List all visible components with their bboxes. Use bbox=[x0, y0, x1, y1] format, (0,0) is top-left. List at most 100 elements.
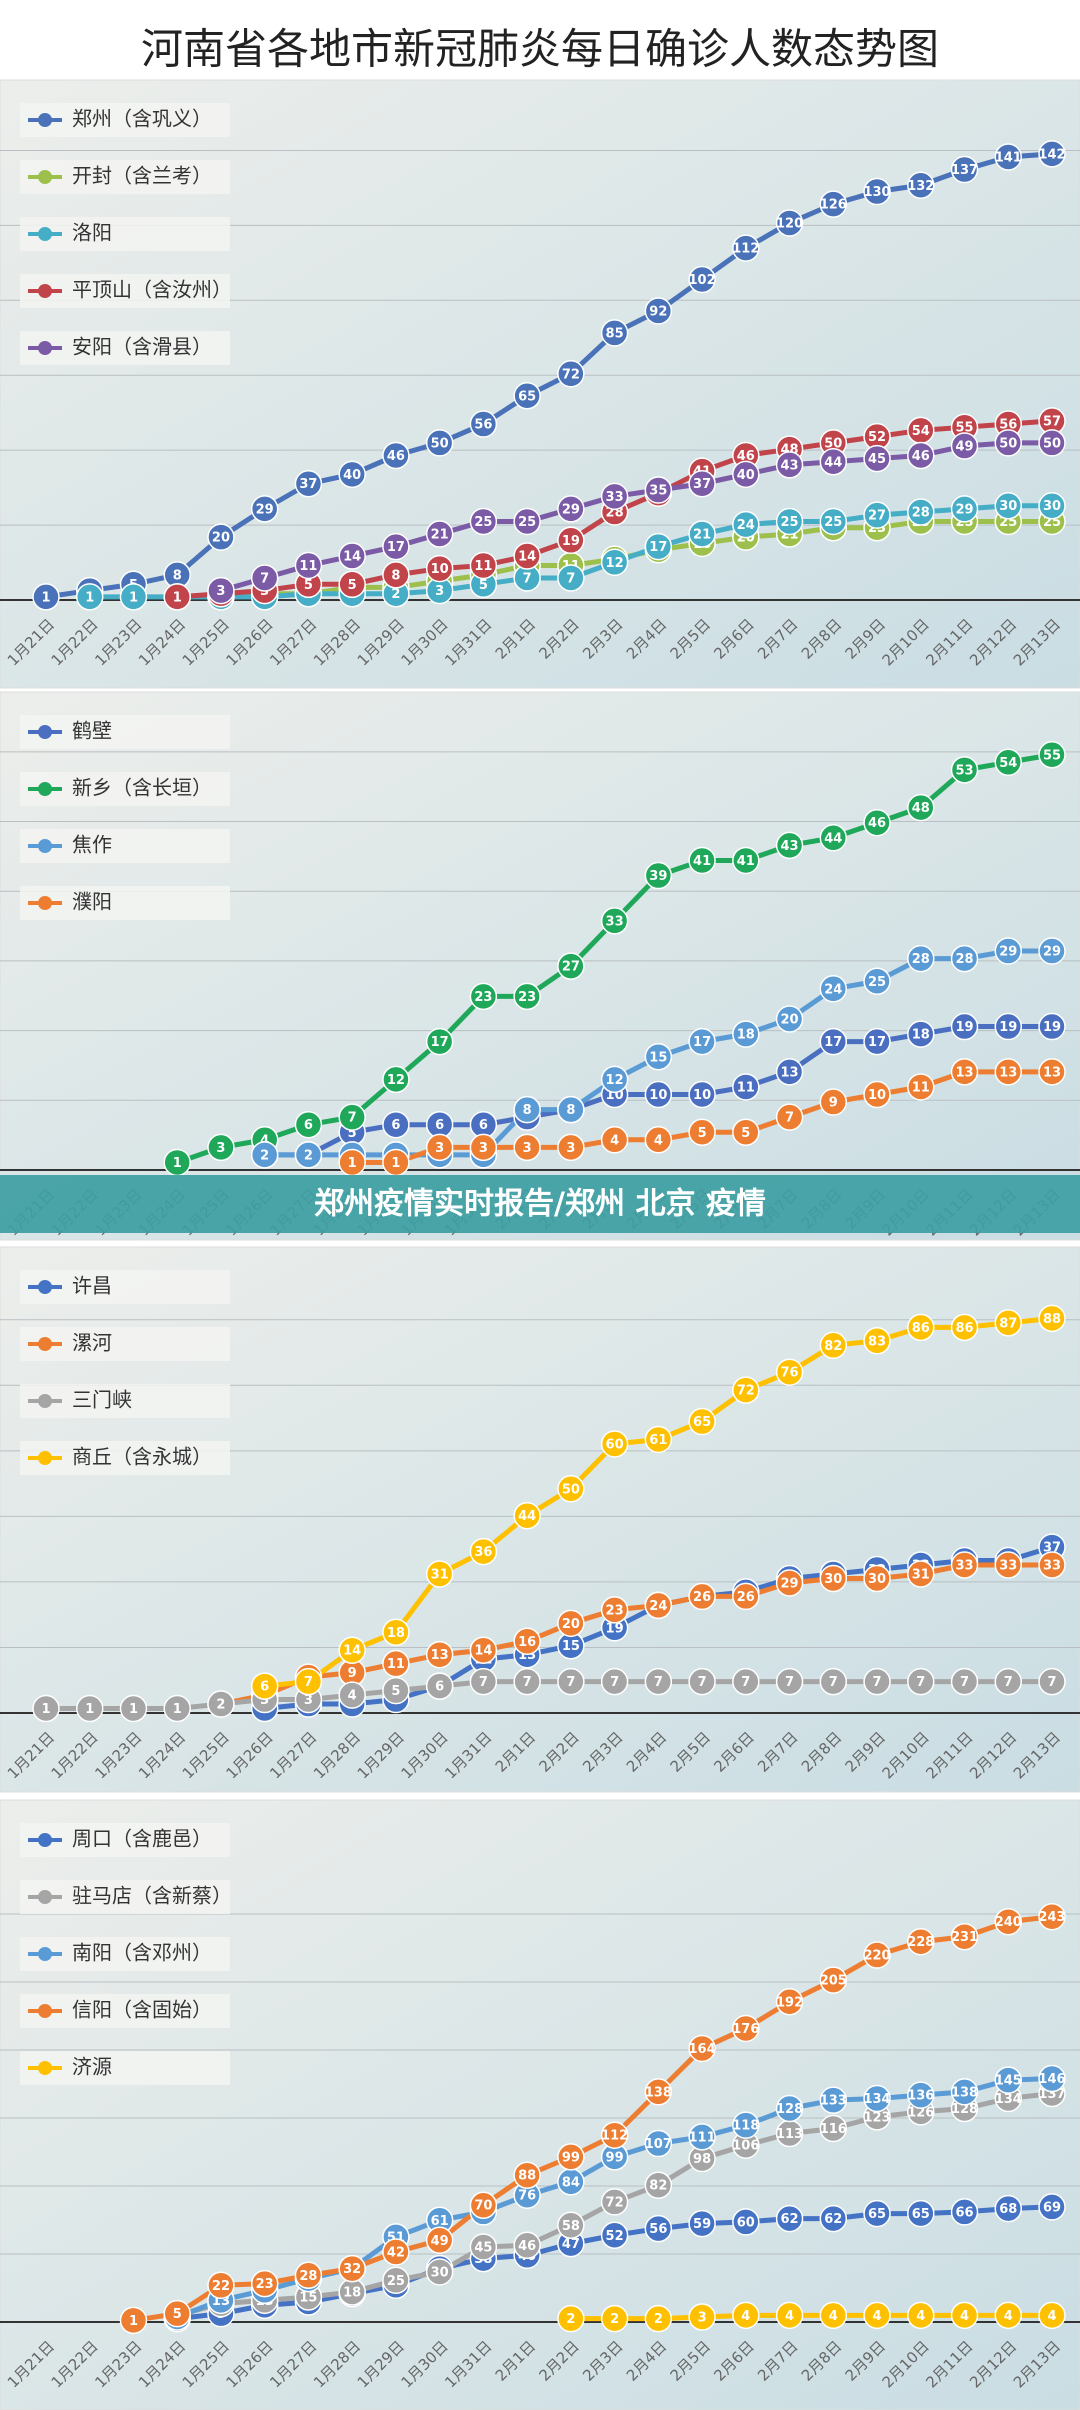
legend-marker bbox=[38, 1394, 52, 1408]
data-label: 6 bbox=[260, 1680, 269, 1695]
data-point bbox=[644, 2214, 673, 2243]
data-point bbox=[732, 460, 760, 489]
data-point bbox=[513, 2231, 541, 2260]
data-label: 8 bbox=[523, 1103, 532, 1118]
data-point bbox=[600, 1126, 629, 1154]
data-label: 136 bbox=[907, 2089, 934, 2104]
data-point bbox=[513, 1133, 541, 1162]
data-point bbox=[207, 576, 235, 605]
data-point bbox=[950, 495, 979, 523]
data-label: 44 bbox=[824, 831, 842, 846]
data-label: 137 bbox=[1038, 2087, 1065, 2102]
data-point bbox=[557, 1609, 585, 1638]
data-point bbox=[513, 1095, 541, 1124]
data-label: 29 bbox=[999, 945, 1017, 960]
legend-marker bbox=[38, 1890, 52, 1904]
legend-label: 三门峡 bbox=[72, 1388, 132, 1412]
data-label: 7 bbox=[610, 1675, 619, 1690]
data-point bbox=[644, 861, 673, 890]
data-label: 8 bbox=[173, 568, 182, 583]
data-point bbox=[688, 265, 716, 294]
data-label: 4 bbox=[1004, 2309, 1013, 2324]
legend-marker bbox=[38, 113, 52, 127]
data-label: 176 bbox=[732, 2022, 759, 2037]
data-label: 48 bbox=[912, 801, 930, 816]
data-point bbox=[688, 2123, 716, 2151]
data-point bbox=[294, 1667, 323, 1696]
data-label: 69 bbox=[1043, 2200, 1061, 2215]
data-label: 5 bbox=[348, 578, 357, 593]
data-point bbox=[644, 1667, 673, 1696]
data-point bbox=[907, 793, 935, 822]
data-label: 70 bbox=[474, 2199, 492, 2214]
data-label: 130 bbox=[863, 185, 890, 200]
legend-marker bbox=[38, 227, 52, 241]
data-label: 29 bbox=[562, 502, 580, 517]
legend-label: 周口（含鹿邑） bbox=[72, 1827, 212, 1851]
data-label: 60 bbox=[737, 2215, 755, 2230]
data-label: 25 bbox=[824, 515, 842, 530]
data-label: 20 bbox=[212, 531, 230, 546]
data-point bbox=[819, 2301, 848, 2330]
data-point bbox=[163, 583, 191, 611]
data-label: 2 bbox=[610, 2312, 619, 2327]
data-label: 18 bbox=[912, 1028, 930, 1043]
data-point bbox=[600, 1667, 629, 1696]
data-label: 4 bbox=[960, 2309, 969, 2324]
data-label: 65 bbox=[868, 2207, 886, 2222]
data-label: 18 bbox=[387, 1626, 405, 1641]
data-point bbox=[907, 2301, 935, 2330]
data-label: 37 bbox=[299, 477, 317, 492]
data-label: 1 bbox=[391, 1156, 400, 1171]
data-point bbox=[425, 2258, 454, 2286]
data-point bbox=[688, 1118, 716, 1146]
data-point bbox=[950, 1058, 979, 1086]
data-point bbox=[907, 1073, 935, 1101]
data-label: 52 bbox=[606, 2229, 624, 2244]
data-point bbox=[644, 1080, 673, 1109]
data-point bbox=[382, 561, 410, 589]
data-label: 116 bbox=[820, 2122, 847, 2137]
data-label: 50 bbox=[562, 1482, 580, 1497]
chart: 2256667810101011131717181919191346712172… bbox=[0, 691, 1080, 1241]
data-label: 7 bbox=[916, 1675, 925, 1690]
data-point bbox=[207, 523, 235, 551]
data-point bbox=[557, 2211, 585, 2240]
data-point bbox=[863, 967, 891, 995]
data-point bbox=[994, 491, 1023, 520]
data-point bbox=[469, 1667, 498, 1696]
data-label: 29 bbox=[256, 502, 274, 517]
data-label: 23 bbox=[518, 990, 536, 1005]
data-label: 13 bbox=[999, 1065, 1017, 1080]
data-point bbox=[163, 1694, 191, 1723]
data-label: 7 bbox=[479, 1675, 488, 1690]
data-label: 25 bbox=[868, 975, 886, 990]
data-point bbox=[907, 1560, 935, 1588]
legend-label: 濮阳 bbox=[72, 890, 112, 914]
data-point bbox=[644, 1425, 673, 1454]
data-label: 52 bbox=[868, 430, 886, 445]
data-label: 5 bbox=[741, 1126, 750, 1141]
data-point bbox=[119, 583, 148, 611]
data-point bbox=[732, 1667, 760, 1696]
data-label: 106 bbox=[732, 2139, 759, 2154]
data-label: 23 bbox=[606, 1603, 624, 1618]
data-point bbox=[775, 831, 804, 860]
data-point bbox=[382, 1110, 410, 1139]
data-point bbox=[907, 441, 935, 470]
data-point bbox=[863, 501, 891, 529]
data-label: 43 bbox=[781, 839, 799, 854]
data-label: 62 bbox=[824, 2212, 842, 2227]
data-point bbox=[75, 583, 104, 611]
data-point bbox=[994, 748, 1023, 777]
data-label: 46 bbox=[868, 816, 886, 831]
data-label: 45 bbox=[474, 2240, 492, 2255]
data-label: 41 bbox=[693, 854, 711, 869]
data-point bbox=[775, 1988, 804, 2016]
data-label: 228 bbox=[907, 1935, 934, 1950]
data-label: 27 bbox=[868, 509, 886, 524]
data-label: 30 bbox=[868, 1572, 886, 1587]
data-point bbox=[600, 2121, 629, 2149]
data-point bbox=[950, 432, 979, 460]
data-point bbox=[119, 2306, 148, 2335]
